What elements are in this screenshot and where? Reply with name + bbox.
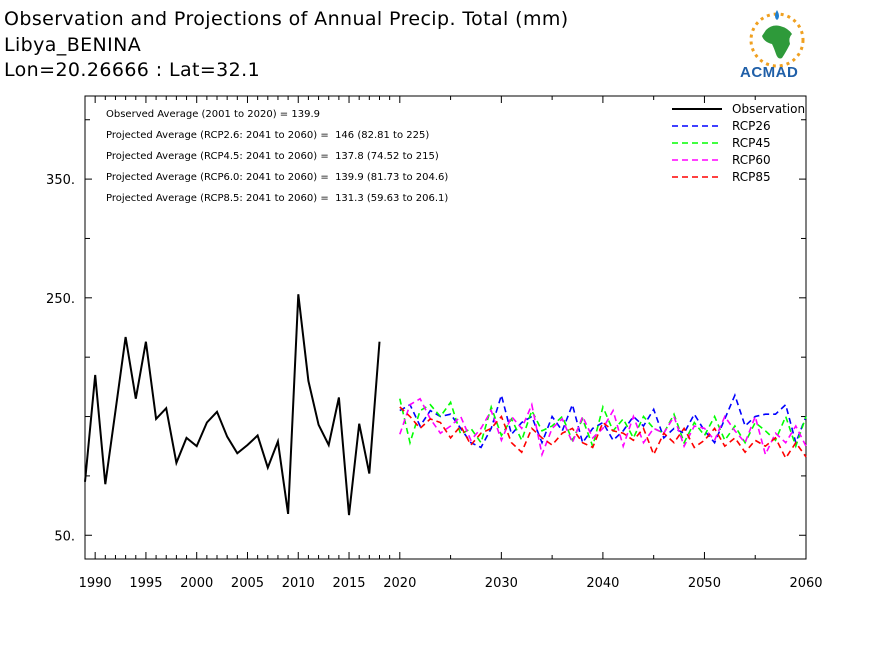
x-tick-label: 2030 bbox=[485, 576, 518, 591]
y-tick-label: 50. bbox=[54, 529, 75, 544]
series-line-rcp45 bbox=[399, 398, 807, 449]
plot-frame bbox=[84, 95, 807, 560]
series-line-rcp60 bbox=[399, 397, 807, 458]
station-coordinates: Lon=20.26666 : Lat=32.1 bbox=[4, 59, 261, 81]
plot-border bbox=[84, 95, 807, 560]
acmad-logo bbox=[736, 8, 818, 84]
annotation-text: Projected Average (RCP4.5: 2041 to 2060)… bbox=[106, 151, 439, 162]
legend-label-rcp45: RCP45 bbox=[732, 136, 771, 150]
x-tick-label: 2005 bbox=[231, 576, 264, 591]
y-tick-label: 250. bbox=[46, 292, 75, 307]
x-tick-label: 2060 bbox=[789, 576, 822, 591]
annotation-text: Observed Average (2001 to 2020) = 139.9 bbox=[106, 109, 320, 120]
annotation-text: Projected Average (RCP8.5: 2041 to 2060)… bbox=[106, 193, 448, 204]
chart-title: Observation and Projections of Annual Pr… bbox=[4, 8, 569, 30]
acmad-logo-text: ACMAD bbox=[740, 64, 799, 81]
x-tick-label: 2000 bbox=[180, 576, 213, 591]
station-name: Libya_BENINA bbox=[4, 34, 142, 56]
series-line-observation bbox=[84, 294, 381, 516]
legend: Observation RCP26 RCP45 RCP60 RCP85 bbox=[672, 102, 805, 184]
series-layer bbox=[84, 294, 807, 516]
x-tick-label: 1990 bbox=[79, 576, 112, 591]
series-line-rcp85 bbox=[399, 406, 807, 460]
x-tick-label: 2020 bbox=[383, 576, 416, 591]
x-tick-label: 1995 bbox=[129, 576, 162, 591]
x-tick-label: 2040 bbox=[586, 576, 619, 591]
x-tick-label: 2015 bbox=[332, 576, 365, 591]
legend-label-rcp60: RCP60 bbox=[732, 153, 771, 167]
axis-ticks: 50. 250. 350. 1990 1995 2000 2005 2010 2015 2020 2… bbox=[46, 96, 823, 591]
legend-label-observation: Observation bbox=[732, 102, 805, 116]
x-tick-label: 2010 bbox=[282, 576, 315, 591]
legend-label-rcp26: RCP26 bbox=[732, 119, 771, 133]
africa-raindrop-sun-icon bbox=[749, 10, 805, 68]
annotation-text: Projected Average (RCP6.0: 2041 to 2060)… bbox=[106, 172, 448, 183]
annotations: Observed Average (2001 to 2020) = 139.9 P… bbox=[106, 109, 448, 204]
y-tick-label: 350. bbox=[46, 173, 75, 188]
legend-label-rcp85: RCP85 bbox=[732, 170, 771, 184]
annotation-text: Projected Average (RCP2.6: 2041 to 2060)… bbox=[106, 130, 429, 141]
x-tick-label: 2050 bbox=[688, 576, 721, 591]
series-line-rcp26 bbox=[399, 392, 807, 449]
